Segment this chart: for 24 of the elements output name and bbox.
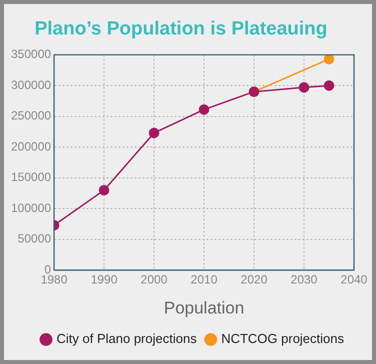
x-tick-label: 1990: [90, 272, 118, 287]
point: [298, 82, 310, 93]
point: [198, 104, 210, 115]
legend-label: City of Plano projections: [56, 331, 198, 346]
y-tick-label: 350000: [10, 47, 52, 62]
x-axis-title: Population: [164, 298, 244, 318]
x-tick-label: 2040: [340, 272, 368, 287]
x-tick-label: 2010: [190, 272, 218, 287]
x-tick-label: 2020: [240, 272, 268, 287]
y-tick-label: 50000: [18, 232, 52, 246]
y-tick-label: 250000: [10, 108, 52, 123]
y-tick-label: 150000: [10, 170, 52, 184]
chart-title: Plano’s Population is Plateauing: [34, 18, 328, 40]
x-tick-label: 2000: [140, 272, 168, 287]
legend-label: NCTCOG projections: [221, 331, 344, 346]
point: [98, 184, 110, 196]
point: [324, 54, 334, 64]
point: [148, 128, 160, 138]
y-tick-label: 100000: [10, 200, 52, 215]
y-tick-label: 300000: [10, 78, 52, 92]
point: [324, 80, 334, 91]
x-tick-label: 2030: [290, 272, 318, 287]
x-tick-label: 1980: [40, 272, 68, 287]
y-tick-label: 200000: [10, 139, 52, 154]
